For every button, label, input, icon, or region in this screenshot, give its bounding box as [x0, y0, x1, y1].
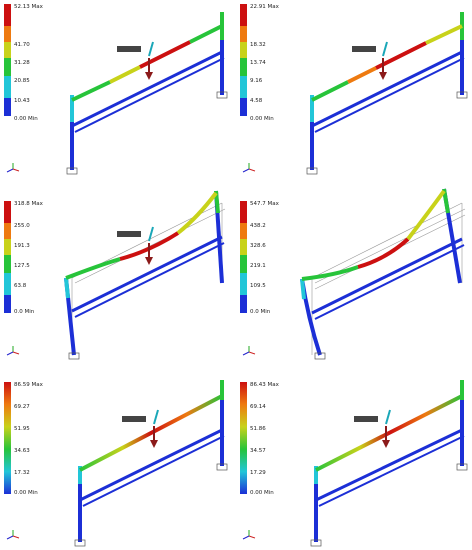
frame-model	[306, 12, 468, 175]
legend-tick-2: 31.28	[14, 60, 30, 66]
legend-tick-4: 4.58	[250, 98, 263, 104]
legend-tick-1: 438.2	[250, 223, 266, 229]
color-legend: 52.13 Max 41.70 31.28 20.85 10.43 0.00 M…	[4, 4, 74, 124]
frame-model	[300, 188, 466, 360]
legend-min-label: 0.00 Min	[250, 490, 274, 496]
legend-min-label: 0.0 Min	[14, 309, 35, 315]
legend-tick-3: 127.5	[14, 263, 30, 269]
axis-triad-icon	[242, 163, 256, 173]
axis-triad-icon	[6, 530, 20, 540]
legend-max-label: 547.7 Max	[250, 201, 279, 207]
legend-tick-1: 41.70	[14, 42, 30, 48]
legend-tick-3: 34.57	[250, 448, 266, 454]
axis-triad-icon	[242, 530, 256, 540]
color-legend: 318.8 Max 255.0 191.3 127.5 63.8 0.0 Min	[4, 201, 74, 321]
legend-min-label: 0.00 Min	[14, 490, 38, 496]
legend-tick-3: 20.85	[14, 78, 30, 84]
frame-model	[66, 12, 228, 175]
legend-tick-2: 191.3	[14, 243, 30, 249]
axis-triad-icon	[6, 163, 20, 173]
legend-tick-4: 109.5	[250, 283, 266, 289]
color-legend: 86.59 Max 69.27 51.95 34.63 17.32 0.00 M…	[4, 382, 74, 502]
axis-triad-icon	[6, 346, 20, 356]
legend-color-bar	[4, 4, 11, 116]
legend-tick-1: 69.14	[250, 404, 266, 410]
legend-tick-3: 9.16	[250, 78, 263, 84]
axis-triad-icon	[242, 346, 256, 356]
legend-tick-4: 10.43	[14, 98, 30, 104]
legend-tick-4: 17.29	[250, 470, 266, 476]
legend-max-label: 22.91 Max	[250, 4, 279, 10]
legend-min-label: 0.00 Min	[14, 116, 38, 122]
frame-model	[310, 380, 468, 547]
legend-color-bar	[240, 382, 247, 494]
legend-tick-4: 17.32	[14, 470, 30, 476]
legend-color-bar	[4, 382, 11, 494]
result-panel-1: 52.13 Max 41.70 31.28 20.85 10.43 0.00 M…	[0, 0, 236, 183]
result-panel-4: 547.7 Max 438.2 328.6 219.1 109.5 0.0 Mi…	[236, 183, 472, 366]
legend-tick-3: 219.1	[250, 263, 266, 269]
legend-min-label: 0.0 Min	[250, 309, 271, 315]
legend-max-label: 86.43 Max	[250, 382, 279, 388]
legend-tick-2: 13.74	[250, 60, 266, 66]
legend-tick-2: 51.86	[250, 426, 266, 432]
legend-color-bar	[240, 4, 247, 116]
legend-max-label: 318.8 Max	[14, 201, 43, 207]
frame-model	[74, 380, 228, 547]
color-legend: 86.43 Max 69.14 51.86 34.57 17.29 0.00 M…	[240, 382, 310, 502]
result-panel-3: 318.8 Max 255.0 191.3 127.5 63.8 0.0 Min	[0, 183, 236, 366]
legend-tick-1: 255.0	[14, 223, 30, 229]
legend-tick-1: 69.27	[14, 404, 30, 410]
result-panel-6: 86.43 Max 69.14 51.86 34.57 17.29 0.00 M…	[236, 366, 472, 550]
legend-color-bar	[240, 201, 247, 313]
color-legend: 547.7 Max 438.2 328.6 219.1 109.5 0.0 Mi…	[240, 201, 310, 321]
legend-tick-2: 328.6	[250, 243, 266, 249]
legend-tick-3: 34.63	[14, 448, 30, 454]
result-panel-2: 22.91 Max 18.32 13.74 9.16 4.58 0.00 Min	[236, 0, 472, 183]
legend-max-label: 52.13 Max	[14, 4, 43, 10]
result-panel-5: 86.59 Max 69.27 51.95 34.63 17.32 0.00 M…	[0, 366, 236, 550]
frame-model	[64, 190, 226, 360]
legend-max-label: 86.59 Max	[14, 382, 43, 388]
legend-tick-4: 63.8	[14, 283, 27, 289]
legend-tick-1: 18.32	[250, 42, 266, 48]
legend-min-label: 0.00 Min	[250, 116, 274, 122]
legend-tick-2: 51.95	[14, 426, 30, 432]
color-legend: 22.91 Max 18.32 13.74 9.16 4.58 0.00 Min	[240, 4, 310, 124]
legend-color-bar	[4, 201, 11, 313]
